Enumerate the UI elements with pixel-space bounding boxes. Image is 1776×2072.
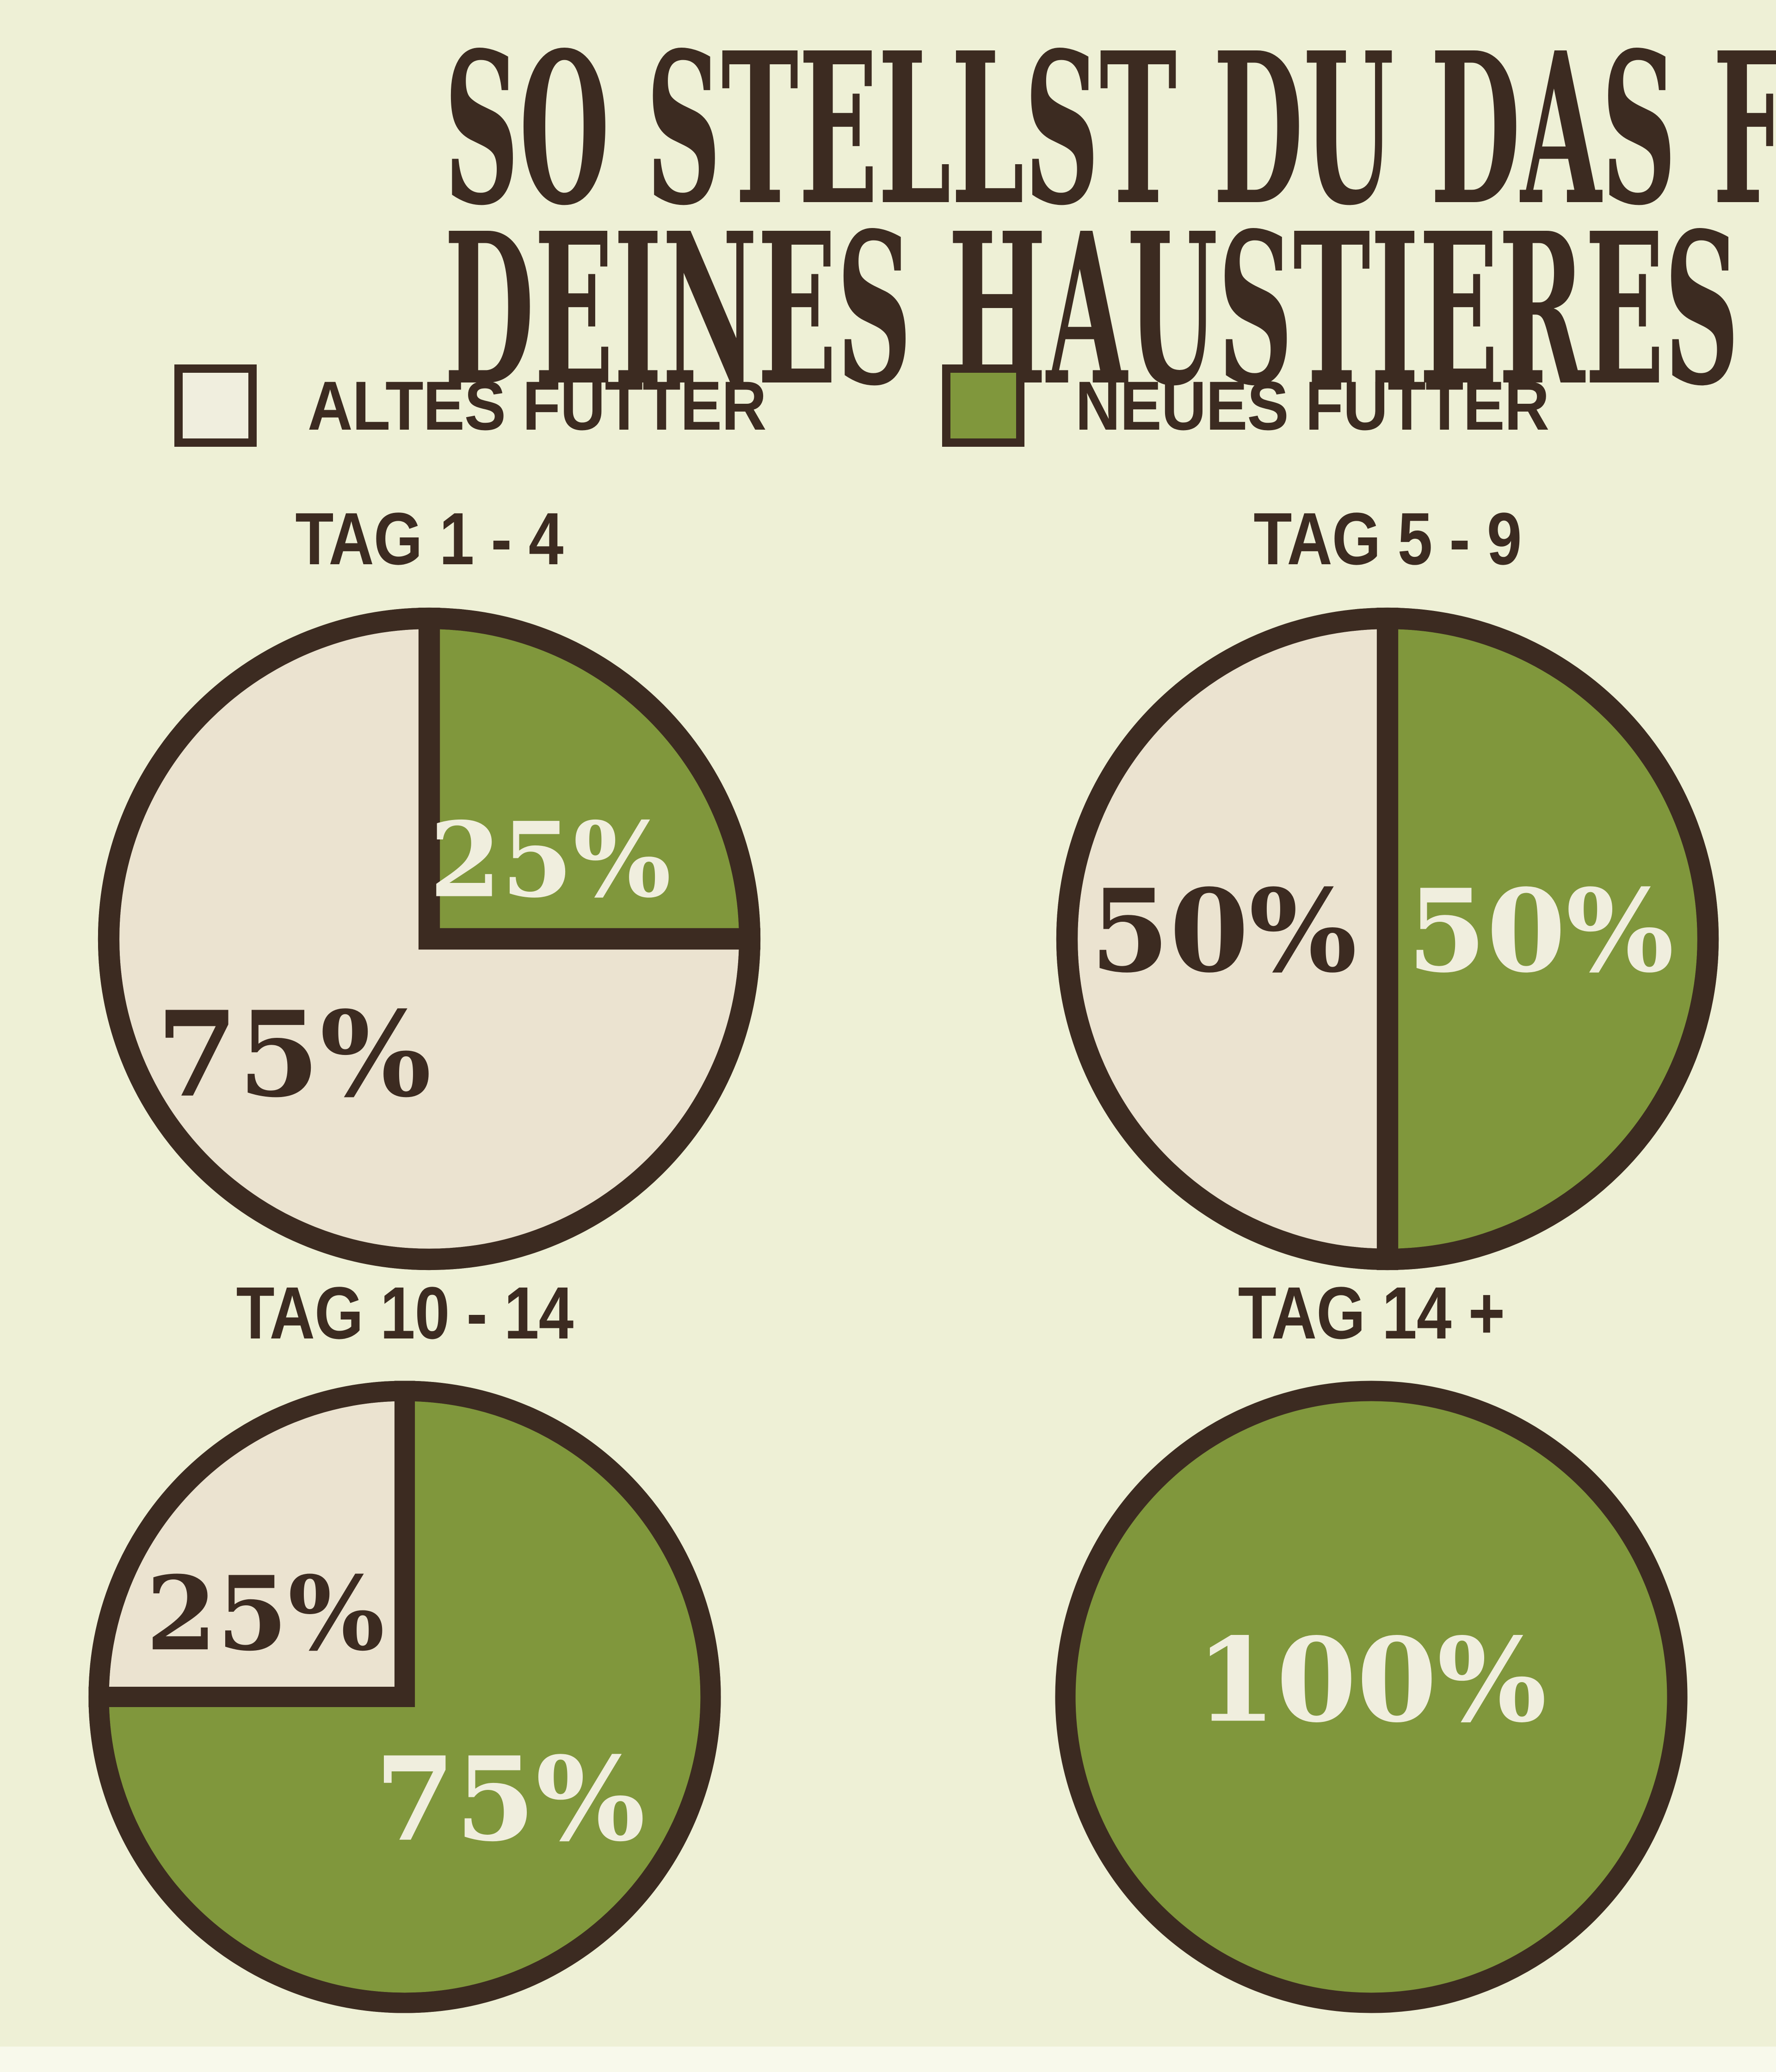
new-food-share-label: 100% [1196,1612,1547,1748]
legend-swatch-old-food [174,364,257,447]
legend: ALTES FUTTER NEUES FUTTER [0,364,1776,447]
pie-chart-tag-1-4-svg: 25% 75% [98,607,761,1270]
legend-label-new-food: NEUES FUTTER [1075,366,1549,444]
old-food-share-label: 25% [146,1554,384,1674]
legend-item-old-food: ALTES FUTTER [174,364,817,447]
page-title: SO STELLST DU DAS FUTTER DEINES HAUSTIER… [0,25,1776,414]
pie-chart-tag-10-14-title: TAG 10 - 14 [236,1271,574,1354]
new-food-share-label: 50% [1407,864,1674,998]
old-food-share-label: 50% [1090,864,1357,998]
pie-outline [88,1381,721,2013]
pie-chart-tag-10-14: TAG 10 - 14 25% 75% [65,1274,745,2037]
new-food-share-label: 75% [375,1731,645,1867]
old-food-share-label: 75% [156,985,432,1123]
pie-chart-tag-5-9: TAG 5 - 9 50% 50% [1031,500,1744,1295]
legend-swatch-new-food [942,364,1024,447]
legend-item-new-food: NEUES FUTTER [942,364,1602,447]
pie-chart-tag-10-14-svg: 25% 75% [88,1381,721,2013]
pie-chart-tag-14-plus: TAG 14 + 100% [1031,1274,1711,2037]
slice-new-food [1055,1381,1688,2013]
pie-outline [98,607,761,1270]
pie-outline [1056,607,1719,1270]
pie-chart-tag-5-9-svg: 50% 50% [1056,607,1719,1270]
pie-chart-tag-5-9-title: TAG 5 - 9 [1253,497,1522,580]
pie-chart-tag-14-plus-svg: 100% [1055,1381,1688,2013]
pie-chart-tag-1-4: TAG 1 - 4 25% 75% [73,500,785,1295]
bottom-margin-strip [0,2047,1776,2072]
pie-chart-tag-14-plus-title: TAG 14 + [1238,1271,1505,1354]
pie-chart-tag-1-4-title: TAG 1 - 4 [295,497,563,580]
new-food-share-label: 25% [429,799,671,921]
legend-label-old-food: ALTES FUTTER [308,366,767,444]
